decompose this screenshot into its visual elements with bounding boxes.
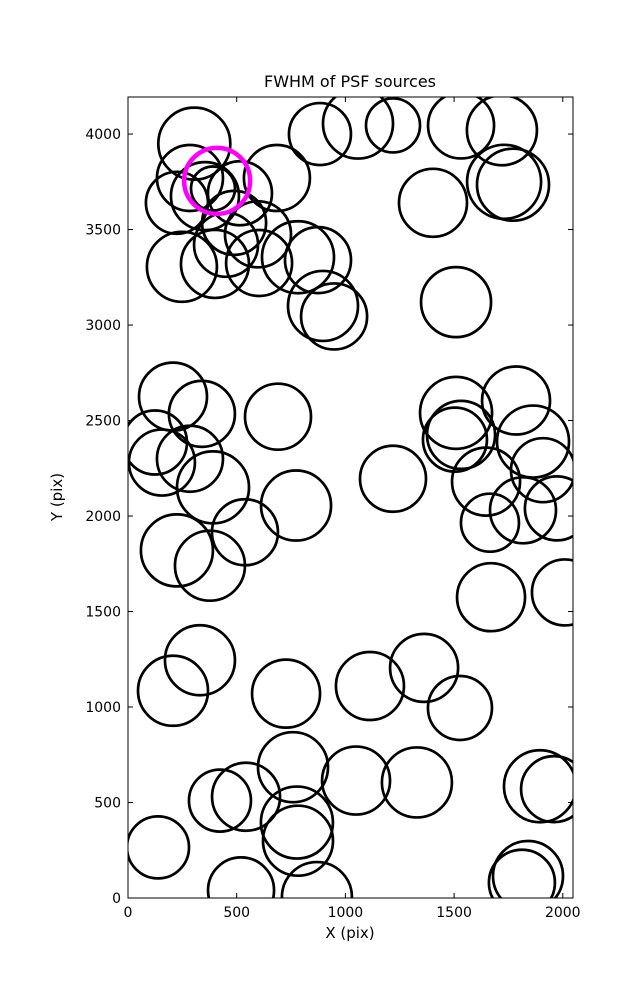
psf-source-circle bbox=[358, 444, 428, 514]
psf-source-circle bbox=[223, 199, 293, 269]
psf-source-circle bbox=[187, 768, 253, 833]
psf-source-circle bbox=[156, 106, 232, 181]
psf-source-circle bbox=[243, 382, 313, 452]
psf-source-circle bbox=[256, 730, 330, 804]
psf-source-circle bbox=[502, 748, 573, 824]
y-tick-label: 3000 bbox=[85, 318, 121, 334]
psf-source-circle bbox=[259, 469, 333, 542]
psf-source-circle bbox=[145, 230, 219, 304]
psf-source-circle bbox=[488, 475, 558, 545]
psf-source-circle bbox=[509, 436, 573, 504]
psf-source-circle bbox=[128, 815, 191, 880]
psf-source-circle bbox=[128, 428, 197, 497]
psf-source-circle bbox=[459, 492, 521, 554]
y-tick-label: 1500 bbox=[85, 605, 121, 621]
psf-source-circle bbox=[210, 761, 282, 833]
psf-source-circle bbox=[206, 856, 276, 898]
y-tick-label: 3500 bbox=[85, 223, 121, 239]
axes-layer: 0 500 1000 1500 2000 0 500 1000 1500 2000 2500 3000… bbox=[85, 96, 581, 921]
psf-source-circle bbox=[523, 475, 573, 542]
psf-source-circle bbox=[175, 450, 251, 525]
y-tick-label: 1000 bbox=[85, 700, 121, 716]
axes-frame bbox=[127, 96, 574, 899]
psf-source-circle bbox=[421, 406, 489, 473]
psf-source-circle bbox=[283, 225, 353, 295]
psf-source-circle bbox=[426, 97, 496, 160]
psf-source-circle bbox=[242, 143, 312, 213]
psf-source-circle bbox=[380, 746, 454, 819]
psf-source-circle bbox=[179, 228, 251, 300]
psf-source-circle bbox=[455, 561, 527, 633]
y-tick-label: 0 bbox=[112, 891, 121, 907]
y-tick-label: 2000 bbox=[85, 509, 121, 525]
psf-source-circle bbox=[487, 848, 557, 898]
psf-source-circle bbox=[173, 529, 247, 603]
psf-source-circle bbox=[260, 219, 336, 295]
psf-source-circle bbox=[419, 265, 493, 339]
x-axis-label: X (pix) bbox=[325, 924, 374, 942]
psf-source-circle bbox=[334, 650, 406, 722]
psf-source-circle bbox=[519, 754, 573, 824]
psf-source-circle bbox=[425, 399, 497, 471]
psf-points-layer bbox=[128, 97, 573, 898]
y-tick-label: 4000 bbox=[85, 127, 121, 143]
y-tick-label: 500 bbox=[94, 796, 121, 812]
x-tick-label: 500 bbox=[223, 905, 250, 921]
psf-source-circle bbox=[530, 558, 573, 627]
psf-source-circle bbox=[286, 269, 360, 343]
psf-source-circle bbox=[250, 658, 322, 729]
psf-source-circle bbox=[465, 97, 539, 167]
psf-source-circle bbox=[364, 97, 422, 154]
psf-source-circle bbox=[139, 513, 215, 588]
psf-source-circle bbox=[491, 839, 565, 898]
psf-source-circle bbox=[206, 159, 274, 227]
chart-title: FWHM of PSF sources bbox=[264, 72, 436, 91]
psf-source-circle bbox=[280, 860, 354, 898]
y-tick-label: 2500 bbox=[85, 414, 121, 430]
psf-source-circle bbox=[418, 375, 494, 451]
psf-source-circle bbox=[320, 745, 392, 816]
x-tick-label: 2000 bbox=[545, 905, 581, 921]
psf-source-circle bbox=[224, 228, 294, 298]
x-tick-label: 1000 bbox=[328, 905, 364, 921]
psf-source-circle bbox=[261, 804, 335, 878]
x-tick-label: 0 bbox=[124, 905, 133, 921]
psf-source-circle bbox=[480, 365, 552, 436]
highlighted-psf-source-circle bbox=[181, 145, 253, 217]
x-tick-label: 1500 bbox=[436, 905, 472, 921]
psf-source-circle bbox=[475, 147, 551, 223]
psf-source-circle bbox=[155, 424, 225, 494]
y-axis-label: Y (pix) bbox=[48, 473, 66, 522]
psf-source-circle bbox=[397, 167, 469, 239]
psf-source-circle bbox=[287, 101, 353, 167]
psf-source-circle bbox=[426, 674, 494, 742]
psf-source-circle bbox=[144, 170, 210, 236]
psf-source-circle bbox=[450, 446, 522, 517]
psf-source-circle bbox=[321, 97, 395, 160]
psf-source-circle bbox=[299, 282, 369, 351]
psf-source-circle bbox=[136, 654, 210, 728]
psf-source-circle bbox=[259, 785, 335, 860]
psf-source-circle bbox=[388, 632, 460, 704]
psf-source-circle bbox=[163, 623, 237, 697]
